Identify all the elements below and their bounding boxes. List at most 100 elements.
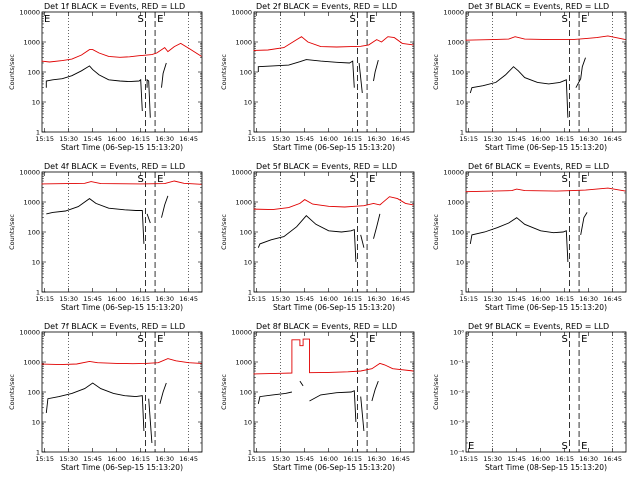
y-tick-label: 10⁻¹ [450,359,465,367]
y-tick-label: 10000 [443,9,464,17]
y-tick-label: 1000 [235,39,252,47]
y-tick-label: 10000 [231,9,252,17]
x-tick-label: 15:30 [59,455,78,463]
x-tick-label: 16:00 [531,295,550,303]
events-series-line [373,213,381,239]
end-marker-label: E [157,14,163,25]
x-tick-label: 15:30 [483,135,502,143]
x-tick-label: 16:15 [555,295,574,303]
x-tick-label: 16:00 [531,455,550,463]
y-tick-label: 100 [452,69,464,77]
end-marker-label: E [581,441,587,452]
x-tick-label: 16:45 [179,135,198,143]
x-tick-label: 16:15 [555,135,574,143]
y-tick-label: 1000 [235,199,252,207]
y-tick-label: 10 [456,99,464,107]
x-tick-label: 15:15 [247,455,266,463]
x-tick-label: 15:30 [59,135,78,143]
y-tick-label: 1000 [235,359,252,367]
x-tick-label: 15:45 [83,295,102,303]
chart-title: Det 7f BLACK = Events, RED = LLD [44,322,185,331]
x-axis-label: Start Time (08-Sep-15 15:13:20) [485,463,607,472]
y-axis-label: Counts/sec [432,54,440,90]
x-tick-label: 15:45 [295,455,314,463]
edge-marker-label: E [44,14,50,25]
y-tick-label: 1 [248,289,252,297]
chart-title: Det 6f BLACK = Events, RED = LLD [468,162,609,171]
x-axis-label: Start Time (06-Sep-15 15:13:20) [273,143,395,152]
chart-title: Det 4f BLACK = Events, RED = LLD [44,162,185,171]
events-series-line [299,380,304,387]
events-series-line [257,391,292,404]
x-tick-label: 16:00 [319,295,338,303]
plot-frame [253,171,415,293]
y-axis-label: Counts/sec [8,214,16,250]
x-tick-label: 16:15 [555,455,574,463]
x-tick-label: 15:45 [507,295,526,303]
y-tick-label: 100 [28,229,40,237]
x-tick-label: 15:15 [35,295,54,303]
y-tick-label: 10 [32,419,40,427]
y-tick-label: 10⁰ [453,329,464,337]
x-tick-label: 15:30 [271,135,290,143]
x-tick-label: 16:00 [319,135,338,143]
events-series-line [257,59,355,88]
x-tick-label: 15:45 [83,135,102,143]
chart-panel-1: Det 1f BLACK = Events, RED = LLD 1 10 100 10… [8,2,203,152]
events-series-line [469,217,569,263]
start-marker-label: S [137,334,143,345]
y-tick-label: 100 [28,69,40,77]
x-tick-label: 15:30 [59,295,78,303]
lld-series-line [41,180,202,185]
events-series-line [309,390,357,423]
x-tick-label: 16:15 [131,135,150,143]
y-axis-label: Counts/sec [432,374,440,410]
x-tick-label: 15:45 [83,455,102,463]
plot-frame [465,11,627,133]
lld-series-line [465,35,626,41]
y-axis-label: Counts/sec [8,374,16,410]
y-tick-label: 10000 [231,329,252,337]
events-series-line [146,78,151,118]
x-tick-label: 15:30 [483,295,502,303]
x-tick-label: 16:15 [131,455,150,463]
x-tick-label: 16:45 [179,455,198,463]
x-tick-label: 16:45 [603,295,622,303]
y-tick-label: 1 [36,449,40,457]
start-marker-label: S [349,14,355,25]
y-tick-label: 10000 [19,9,40,17]
lld-series-line [465,187,626,193]
chart-panel-3: Det 3f BLACK = Events, RED = LLD 1 10 100 10… [432,2,627,152]
y-tick-label: 10 [244,259,252,267]
y-tick-label: 10000 [19,329,40,337]
start-marker-label: S [137,174,143,185]
x-tick-label: 16:00 [107,455,126,463]
chart-panel-2: Det 2f BLACK = Events, RED = LLD 1 10 100 10… [220,2,415,152]
y-tick-label: 100 [240,389,252,397]
end-marker-label: E [157,334,163,345]
x-tick-label: 16:00 [107,295,126,303]
y-axis-label: Counts/sec [220,374,228,410]
x-tick-label: 15:30 [271,295,290,303]
start-marker-label: S [349,334,355,345]
x-tick-label: 16:15 [343,135,362,143]
events-series-line [373,59,379,82]
y-tick-label: 1 [248,129,252,137]
events-series-line [469,66,569,118]
chart-panel-4: Det 4f BLACK = Events, RED = LLD 1 10 100 10… [8,162,203,312]
y-tick-label: 10 [244,99,252,107]
x-tick-label: 16:30 [155,135,174,143]
x-tick-label: 15:45 [295,295,314,303]
end-marker-label: E [581,174,587,185]
y-tick-label: 1 [460,289,464,297]
y-tick-label: 10 [244,419,252,427]
events-series-line [580,212,588,235]
lld-series-line [41,358,202,366]
events-series-line [257,215,357,263]
plot-frame [41,11,203,133]
x-tick-label: 15:45 [507,455,526,463]
chart-title: Det 1f BLACK = Events, RED = LLD [44,2,185,11]
start-marker-label: S [561,334,567,345]
x-tick-label: 16:30 [579,455,598,463]
